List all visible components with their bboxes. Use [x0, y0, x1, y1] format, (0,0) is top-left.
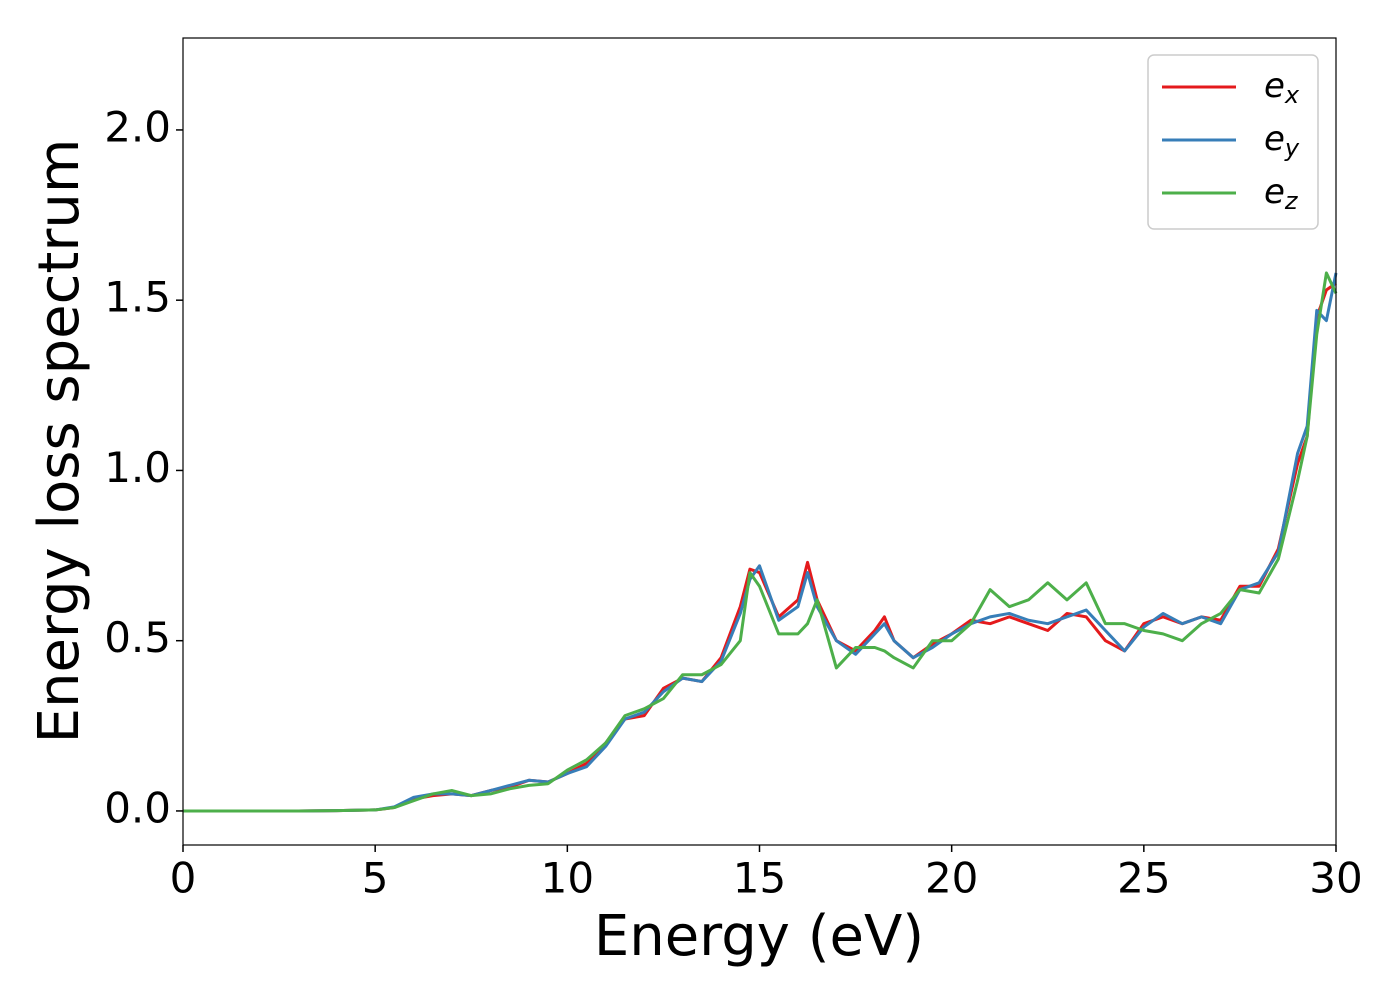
plot-frame — [182, 37, 1337, 846]
y-tick-label: 0.5 — [104, 613, 171, 662]
y-tick-label: 2.0 — [104, 102, 171, 151]
series-line — [183, 272, 1338, 813]
y-tick-label: 0.0 — [104, 783, 171, 832]
legend-box — [1147, 54, 1319, 230]
x-tick-label: 15 — [733, 854, 786, 903]
x-axis-label: Energy (eV) — [594, 904, 924, 969]
series-line — [183, 271, 1338, 813]
legend-label: ez — [1264, 172, 1299, 216]
y-tick-label: 1.5 — [104, 273, 171, 322]
y-tick-label: 1.0 — [104, 443, 171, 492]
x-tick-label: 0 — [170, 854, 197, 903]
x-tick-label: 20 — [925, 854, 978, 903]
legend-label: ex — [1264, 66, 1300, 110]
series-line — [183, 281, 1337, 813]
x-tick-label: 10 — [541, 854, 594, 903]
x-tick-label: 25 — [1117, 854, 1170, 903]
y-axis-label: Energy loss spectrum — [27, 139, 92, 744]
legend-label: ey — [1264, 119, 1300, 163]
x-tick-label: 30 — [1309, 854, 1362, 903]
x-tick-label: 5 — [362, 854, 389, 903]
